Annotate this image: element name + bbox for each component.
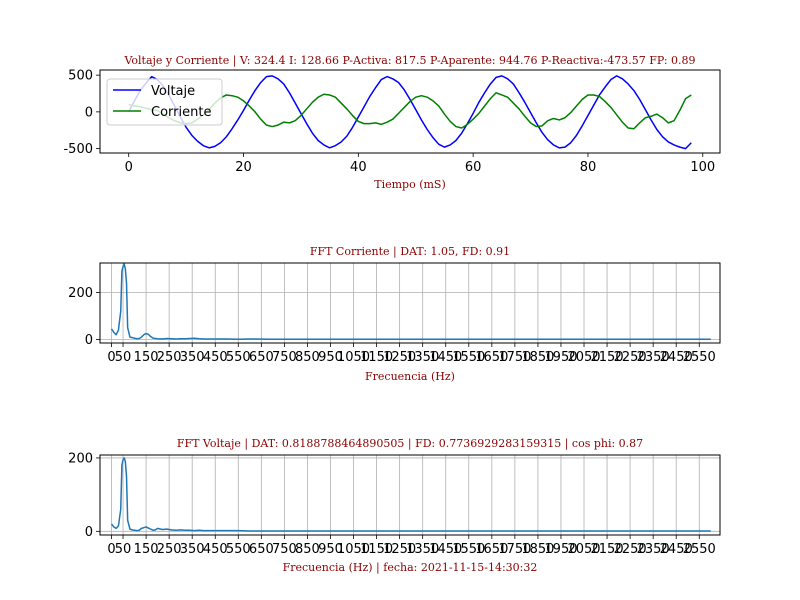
x-tick-label: 0 bbox=[107, 542, 115, 557]
legend-label-corriente: Corriente bbox=[151, 105, 211, 120]
chart-fft-voltage: FFT Voltaje | DAT: 0.8188788464890505 | … bbox=[68, 437, 721, 575]
x-tick-label: 2550 bbox=[683, 350, 716, 365]
legend: Voltaje Corriente bbox=[106, 78, 223, 126]
x-tick-label: 1250 bbox=[383, 350, 416, 365]
y-tick-label: 0 bbox=[85, 333, 93, 348]
x-tick-label: 750 bbox=[272, 542, 297, 557]
x-tick-label: 1850 bbox=[521, 542, 554, 557]
x-tick-label: 1150 bbox=[360, 350, 393, 365]
x-tick-label: 2150 bbox=[591, 542, 624, 557]
x-tick-label: 1950 bbox=[544, 350, 577, 365]
x-tick-label: 550 bbox=[226, 542, 251, 557]
y-tick-label: -500 bbox=[63, 142, 93, 157]
x-tick-label: 2350 bbox=[637, 542, 670, 557]
chart-fft-current-xlabel: Frecuencia (Hz) bbox=[365, 370, 455, 383]
chart-fft-voltage-frame bbox=[99, 454, 721, 536]
x-tick-label: 150 bbox=[134, 350, 159, 365]
x-tick-label: 100 bbox=[690, 160, 715, 175]
x-tick-label: 2050 bbox=[567, 542, 600, 557]
x-tick-label: 40 bbox=[350, 160, 367, 175]
legend-label-voltaje: Voltaje bbox=[151, 84, 195, 99]
x-tick-label: 150 bbox=[134, 542, 159, 557]
x-tick-label: 350 bbox=[180, 542, 205, 557]
x-tick-label: 2150 bbox=[591, 350, 624, 365]
x-tick-label: 80 bbox=[580, 160, 597, 175]
x-tick-label: 0 bbox=[125, 160, 133, 175]
series-line-voltage-current-voltaje bbox=[128, 75, 692, 150]
x-tick-label: 2550 bbox=[683, 542, 716, 557]
x-tick-label: 1150 bbox=[360, 542, 393, 557]
x-tick-label: 2050 bbox=[567, 350, 600, 365]
x-tick-label: 1050 bbox=[337, 350, 370, 365]
x-tick-label: 2250 bbox=[614, 350, 647, 365]
x-tick-label: 60 bbox=[465, 160, 482, 175]
chart-fft-voltage-xlabel: Frecuencia (Hz) | fecha: 2021-11-15-14:3… bbox=[283, 561, 538, 575]
x-tick-label: 850 bbox=[295, 542, 320, 557]
x-tick-label: 250 bbox=[157, 350, 182, 365]
x-tick-label: 1350 bbox=[406, 350, 439, 365]
x-tick-label: 2450 bbox=[660, 350, 693, 365]
chart-voltage-current: Voltaje y Corriente | V: 324.4 I: 128.66… bbox=[63, 54, 721, 191]
y-tick-label: 500 bbox=[68, 69, 93, 84]
x-tick-label: 1950 bbox=[544, 542, 577, 557]
x-tick-label: 1350 bbox=[406, 542, 439, 557]
x-tick-label: 850 bbox=[295, 350, 320, 365]
y-tick-label: 0 bbox=[85, 525, 93, 540]
x-tick-label: 650 bbox=[249, 350, 274, 365]
x-tick-label: 950 bbox=[318, 350, 343, 365]
x-tick-label: 950 bbox=[318, 542, 343, 557]
x-tick-label: 1550 bbox=[452, 542, 485, 557]
x-tick-label: 550 bbox=[226, 350, 251, 365]
chart-fft-current-title: FFT Corriente | DAT: 1.05, FD: 0.91 bbox=[310, 245, 510, 259]
x-tick-label: 1850 bbox=[521, 350, 554, 365]
chart-fft-current: FFT Corriente | DAT: 1.05, FD: 0.91 0 50 1… bbox=[68, 245, 721, 383]
chart-voltage-current-title: Voltaje y Corriente | V: 324.4 I: 128.66… bbox=[123, 54, 695, 68]
x-tick-label: 2450 bbox=[660, 542, 693, 557]
y-tick-label: 200 bbox=[68, 286, 93, 301]
x-tick-label: 50 bbox=[115, 350, 132, 365]
chart-voltage-current-xlabel: Tiempo (mS) bbox=[374, 178, 446, 191]
x-tick-label: 250 bbox=[157, 542, 182, 557]
x-tick-label: 1750 bbox=[498, 350, 531, 365]
x-tick-label: 1750 bbox=[498, 542, 531, 557]
x-tick-label: 1650 bbox=[475, 350, 508, 365]
x-tick-label: 1050 bbox=[337, 542, 370, 557]
x-tick-label: 1250 bbox=[383, 542, 416, 557]
series-line-fft-current-s0 bbox=[110, 263, 711, 340]
x-tick-label: 1650 bbox=[475, 542, 508, 557]
x-tick-label: 650 bbox=[249, 542, 274, 557]
x-tick-label: 1450 bbox=[429, 350, 462, 365]
chart-fft-current-frame bbox=[99, 262, 721, 344]
x-tick-label: 2250 bbox=[614, 542, 647, 557]
y-tick-label: 200 bbox=[68, 451, 93, 466]
x-tick-label: 0 bbox=[107, 350, 115, 365]
x-tick-label: 450 bbox=[203, 542, 228, 557]
x-tick-label: 350 bbox=[180, 350, 205, 365]
x-tick-label: 450 bbox=[203, 350, 228, 365]
x-tick-label: 50 bbox=[115, 542, 132, 557]
series-line-fft-voltage-s0 bbox=[110, 457, 711, 532]
x-tick-label: 750 bbox=[272, 350, 297, 365]
x-tick-label: 1550 bbox=[452, 350, 485, 365]
x-tick-label: 2350 bbox=[637, 350, 670, 365]
chart-fft-voltage-title: FFT Voltaje | DAT: 0.8188788464890505 | … bbox=[177, 437, 643, 451]
x-tick-label: 20 bbox=[235, 160, 252, 175]
y-tick-label: 0 bbox=[85, 105, 93, 120]
x-tick-label: 1450 bbox=[429, 542, 462, 557]
